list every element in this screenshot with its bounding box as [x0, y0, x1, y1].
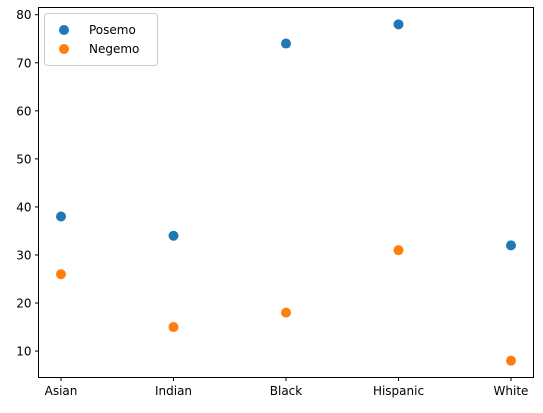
- y-tick-label: 40: [16, 200, 31, 214]
- point-negemo: [56, 269, 66, 280]
- legend-label-negemo: Negemo: [89, 42, 139, 56]
- x-tick-label: Asian: [45, 384, 78, 398]
- point-negemo: [168, 322, 179, 333]
- data-points: [56, 19, 516, 366]
- plot-frame: [38, 7, 534, 378]
- y-tick-label: 10: [16, 345, 31, 359]
- point-negemo: [281, 307, 291, 318]
- x-tick-label: Black: [270, 384, 303, 398]
- x-tick-label: White: [494, 384, 529, 398]
- legend-marker-posemo: [59, 25, 69, 35]
- point-negemo: [393, 245, 404, 256]
- y-tick-label: 20: [16, 297, 31, 311]
- legend-marker-negemo: [59, 44, 69, 54]
- point-posemo: [168, 230, 179, 241]
- legend-box: [44, 13, 158, 66]
- legend: Posemo Negemo: [44, 13, 158, 66]
- point-posemo: [281, 38, 291, 49]
- y-tick-label: 60: [16, 104, 31, 118]
- y-tick-label: 30: [16, 248, 31, 262]
- x-axis: Asian Indian Black Hispanic White: [45, 377, 529, 398]
- point-negemo: [506, 355, 516, 366]
- y-tick-label: 70: [16, 56, 31, 70]
- point-posemo: [506, 240, 516, 251]
- y-tick-label: 80: [16, 8, 31, 22]
- y-tick-label: 50: [16, 152, 31, 166]
- x-tick-label: Hispanic: [373, 384, 424, 398]
- y-axis: 10 20 30 40 50 60 70 80: [16, 8, 39, 359]
- point-posemo: [56, 211, 66, 222]
- point-posemo: [393, 19, 404, 30]
- x-tick-label: Indian: [155, 384, 192, 398]
- legend-label-posemo: Posemo: [89, 23, 136, 37]
